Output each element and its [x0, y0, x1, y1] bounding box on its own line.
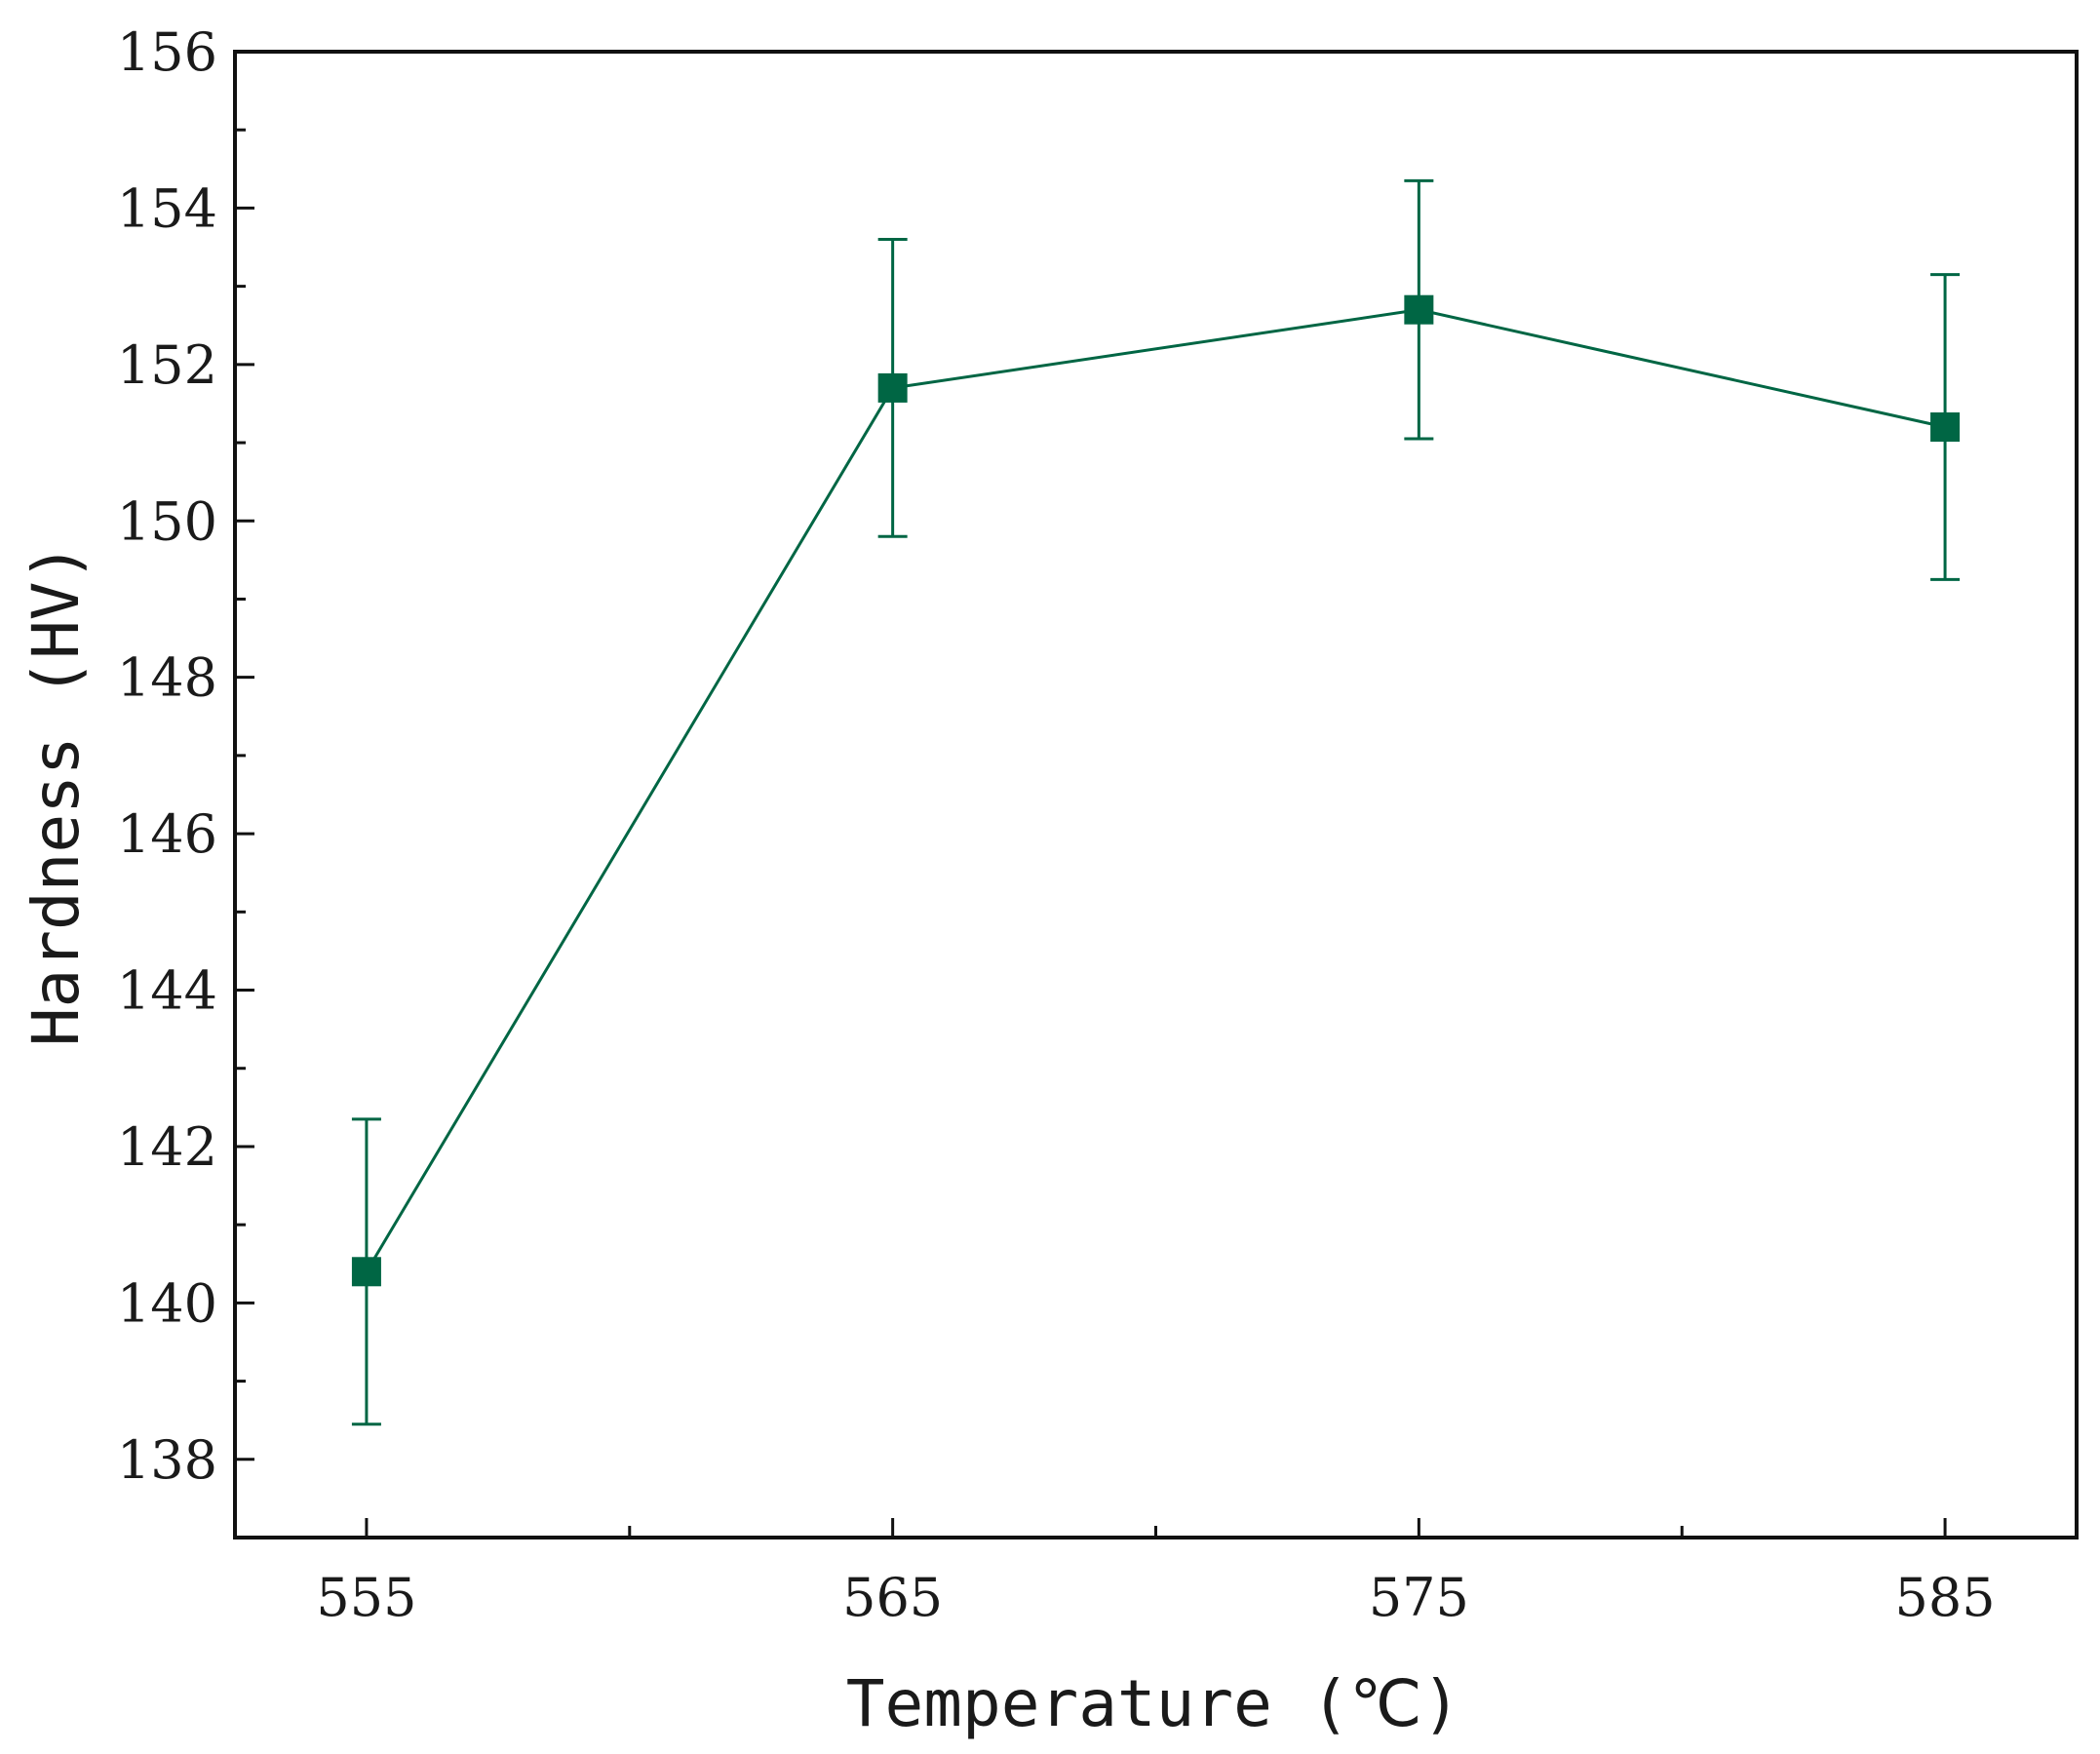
y-tick-label: 152 [117, 334, 217, 396]
y-tick-label: 140 [117, 1272, 217, 1334]
y-axis-ticks: 138 140 142 144 146 148 150 152 154 156 [117, 21, 254, 1540]
y-tick-label: 146 [117, 803, 217, 865]
data-point [351, 1257, 381, 1287]
x-tick-label: 575 [1369, 1567, 1469, 1628]
data-point [877, 372, 908, 403]
data-point [1930, 412, 1961, 443]
y-tick-label: 142 [117, 1116, 217, 1178]
x-tick-label: 555 [316, 1567, 416, 1628]
y-axis-title: Hardness (HV) [19, 543, 94, 1047]
x-axis-title: Temperature (℃) [846, 1666, 1460, 1741]
series-layer [351, 178, 1961, 1426]
y-tick-label: 150 [117, 490, 217, 552]
series-line [365, 308, 1946, 1273]
y-tick-label: 154 [117, 177, 217, 239]
x-axis-ticks: 555 565 575 585 [316, 1518, 1996, 1628]
x-tick-label: 585 [1895, 1567, 1996, 1628]
y-tick-label: 148 [117, 647, 217, 709]
x-tick-label: 565 [842, 1567, 943, 1628]
plot-frame [233, 50, 2079, 1540]
y-tick-label: 138 [117, 1429, 217, 1491]
data-point [1404, 294, 1434, 325]
y-tick-label: 144 [117, 960, 217, 1022]
y-tick-label: 156 [117, 21, 217, 83]
